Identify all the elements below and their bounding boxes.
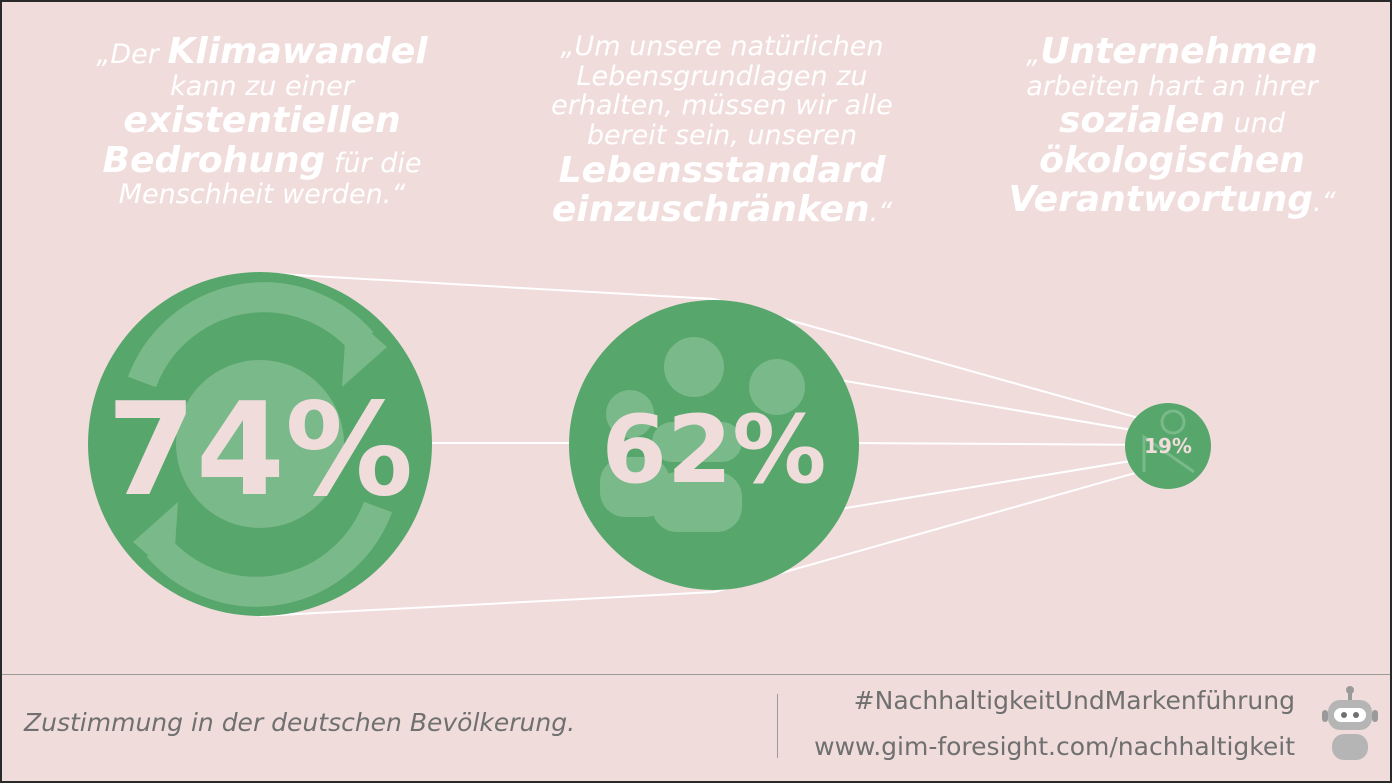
connector-line — [852, 443, 1167, 445]
footer-divider — [2, 674, 1390, 675]
stat-circle-19: 19% — [1125, 403, 1211, 489]
stat-circle-62: 62% — [569, 300, 859, 590]
robot-mascot-icon — [1320, 684, 1380, 764]
footer-separator — [777, 694, 778, 758]
stat-value: 19% — [1144, 434, 1192, 458]
connector-line — [822, 377, 1167, 436]
stat-value: 74% — [107, 376, 413, 525]
stat-circle-74: 74% — [88, 272, 432, 616]
footer-note: Zustimmung in der deutschen Bevölkerung. — [24, 708, 575, 737]
footer-url[interactable]: www.gim-foresight.com/nachhaltigkeit — [814, 732, 1295, 761]
stat-value: 62% — [602, 396, 827, 505]
footer-hashtag: #NachhaltigkeitUndMarkenführung — [854, 686, 1295, 715]
stats-visual: 74% 62% 19% — [2, 2, 1390, 674]
connector-line — [822, 455, 1167, 512]
